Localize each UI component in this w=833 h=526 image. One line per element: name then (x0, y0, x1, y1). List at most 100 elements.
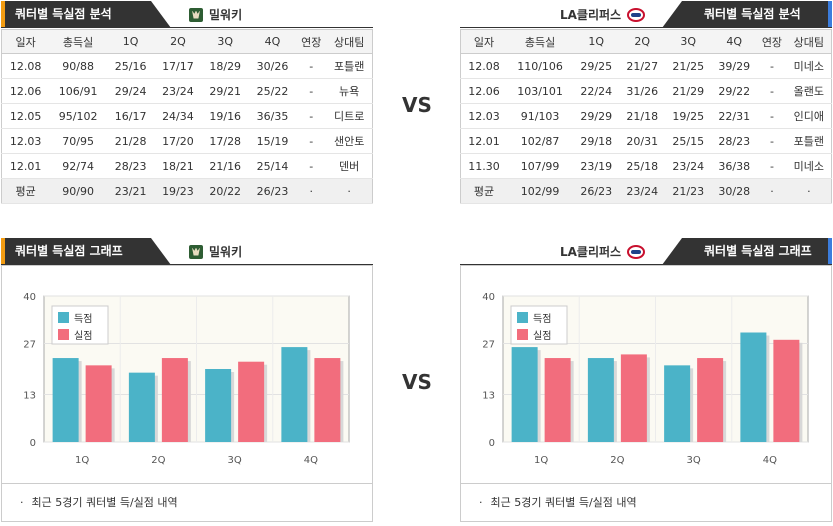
table-row: 12.05 95/102 16/17 24/34 19/16 36/35- 디트로 (1, 103, 373, 129)
bar-score (52, 358, 79, 442)
table-cell: 11.30 (460, 153, 507, 179)
right-team: LA클리퍼스 (560, 6, 646, 23)
left-graph-title: 쿼터별 득실점 그래프 (1, 238, 171, 265)
table-cell: 29/18 (573, 128, 620, 154)
table-cell: 25/18 (619, 153, 666, 179)
table-row: 12.06 106/91 29/24 23/24 29/21 25/22- 뉴욕 (1, 78, 373, 104)
table-cell: 21/16 (201, 153, 249, 179)
column-header: 일자 (1, 29, 50, 54)
table-cell: 18/21 (154, 153, 202, 179)
table-cell: 21/25 (665, 53, 712, 79)
table-cell: 29/24 (106, 78, 155, 104)
table-cell: - (296, 78, 327, 104)
right-stats-title: 쿼터별 득실점 분석 (662, 1, 832, 28)
left-stats-panel: 쿼터별 득실점 분석 밀워키 일자 총득실 1Q 2Q 3Q 4Q 연장 상대팀 12.08 9… (1, 1, 373, 209)
table-cell: 샌안토 (326, 128, 373, 154)
table-cell: 39/29 (711, 53, 758, 79)
table-cell: 26/23 (248, 178, 297, 204)
left-stats-header: 쿼터별 득실점 분석 밀워키 (1, 1, 373, 29)
table-cell: 21/29 (665, 78, 712, 104)
table-cell: 디트로 (326, 103, 373, 129)
table-cell: 20/31 (619, 128, 666, 154)
left-team: 밀워키 (189, 6, 242, 23)
table-cell: 90/90 (49, 178, 107, 204)
table-cell: 21/23 (665, 178, 712, 204)
column-header: 상대팀 (786, 29, 832, 54)
average-row: 평균 90/90 23/21 19/23 20/22 26/23 · · (1, 178, 373, 204)
clippers-logo-icon (627, 7, 646, 22)
left-stats-table: 일자 총득실 1Q 2Q 3Q 4Q 연장 상대팀 12.08 90/88 25/16 17/17 1… (1, 29, 373, 204)
table-cell: 36/35 (248, 103, 297, 129)
x-tick-label: 2Q (151, 455, 165, 466)
bar-concede (238, 361, 265, 442)
left-stats-title: 쿼터별 득실점 분석 (1, 1, 171, 28)
table-cell: 미네소 (786, 53, 832, 79)
table-cell: 23/19 (573, 153, 620, 179)
table-cell: 26/23 (573, 178, 620, 204)
table-cell: 12.01 (460, 128, 507, 154)
column-header: 연장 (757, 29, 787, 54)
left-graph-team-name: 밀워키 (209, 245, 243, 259)
column-header: 상대팀 (326, 29, 373, 54)
table-cell: 30/26 (248, 53, 297, 79)
bar-concede (697, 358, 724, 442)
table-cell: 21/27 (619, 53, 666, 79)
table-row: 12.03 91/103 29/29 21/18 19/25 22/31- 인디애 (460, 103, 832, 129)
column-header: 일자 (460, 29, 507, 54)
column-header: 3Q (665, 29, 712, 54)
vs-label-top: VS (402, 93, 432, 117)
x-tick-label: 2Q (610, 455, 624, 466)
table-cell: 17/20 (154, 128, 202, 154)
table-cell: 24/34 (154, 103, 202, 129)
x-tick-label: 1Q (534, 455, 548, 466)
x-tick-label: 3Q (687, 455, 701, 466)
table-cell: - (296, 128, 327, 154)
y-tick-label: 13 (23, 391, 36, 402)
table-cell: 110/106 (506, 53, 574, 79)
bar-score (664, 365, 691, 442)
table-header-row: 일자 총득실 1Q 2Q 3Q 4Q 연장 상대팀 (460, 29, 832, 54)
table-cell: 25/14 (248, 153, 297, 179)
y-tick-label: 0 (489, 438, 495, 449)
table-cell: - (757, 53, 787, 79)
bar-concede (544, 358, 571, 442)
table-row: 12.01 102/87 29/18 20/31 25/15 28/23- 포틀랜 (460, 128, 832, 154)
table-cell: 36/38 (711, 153, 758, 179)
bar-concede (85, 365, 112, 442)
table-cell: 18/29 (201, 53, 249, 79)
table-cell: 21/28 (106, 128, 155, 154)
table-row: 11.30 107/99 23/19 25/18 23/24 36/38- 미네소 (460, 153, 832, 179)
y-tick-label: 27 (23, 339, 36, 350)
table-cell: - (296, 153, 327, 179)
table-cell: 덴버 (326, 153, 373, 179)
table-cell: 12.08 (1, 53, 50, 79)
table-cell: 107/99 (506, 153, 574, 179)
x-tick-label: 4Q (763, 455, 777, 466)
right-graph-team: LA클리퍼스 (560, 243, 646, 260)
table-cell: 12.05 (1, 103, 50, 129)
table-row: 12.03 70/95 21/28 17/20 17/28 15/19- 샌안토 (1, 128, 373, 154)
table-cell: 포틀랜 (326, 53, 373, 79)
table-row: 12.08 110/106 29/25 21/27 21/25 39/29- 미네소 (460, 53, 832, 79)
table-cell: 15/19 (248, 128, 297, 154)
left-team-name: 밀워키 (209, 8, 243, 22)
table-cell: 12.03 (460, 103, 507, 129)
table-cell: 102/87 (506, 128, 574, 154)
average-row: 평균 102/99 26/23 23/24 21/23 30/28 · · (460, 178, 832, 204)
legend-swatch (58, 329, 69, 340)
left-graph-accent-bar (1, 238, 5, 265)
bar-score (281, 347, 308, 442)
table-cell: 20/22 (201, 178, 249, 204)
table-cell: 16/17 (106, 103, 155, 129)
column-header: 2Q (154, 29, 202, 54)
right-graph-panel: 쿼터별 득실점 그래프 LA클리퍼스 (460, 238, 832, 524)
bar-score (205, 369, 232, 442)
right-graph-accent-bar (828, 238, 832, 265)
right-chart-note: 최근 5경기 쿼터별 득/실점 내역 (461, 483, 831, 521)
milwaukee-logo-icon (189, 244, 203, 259)
